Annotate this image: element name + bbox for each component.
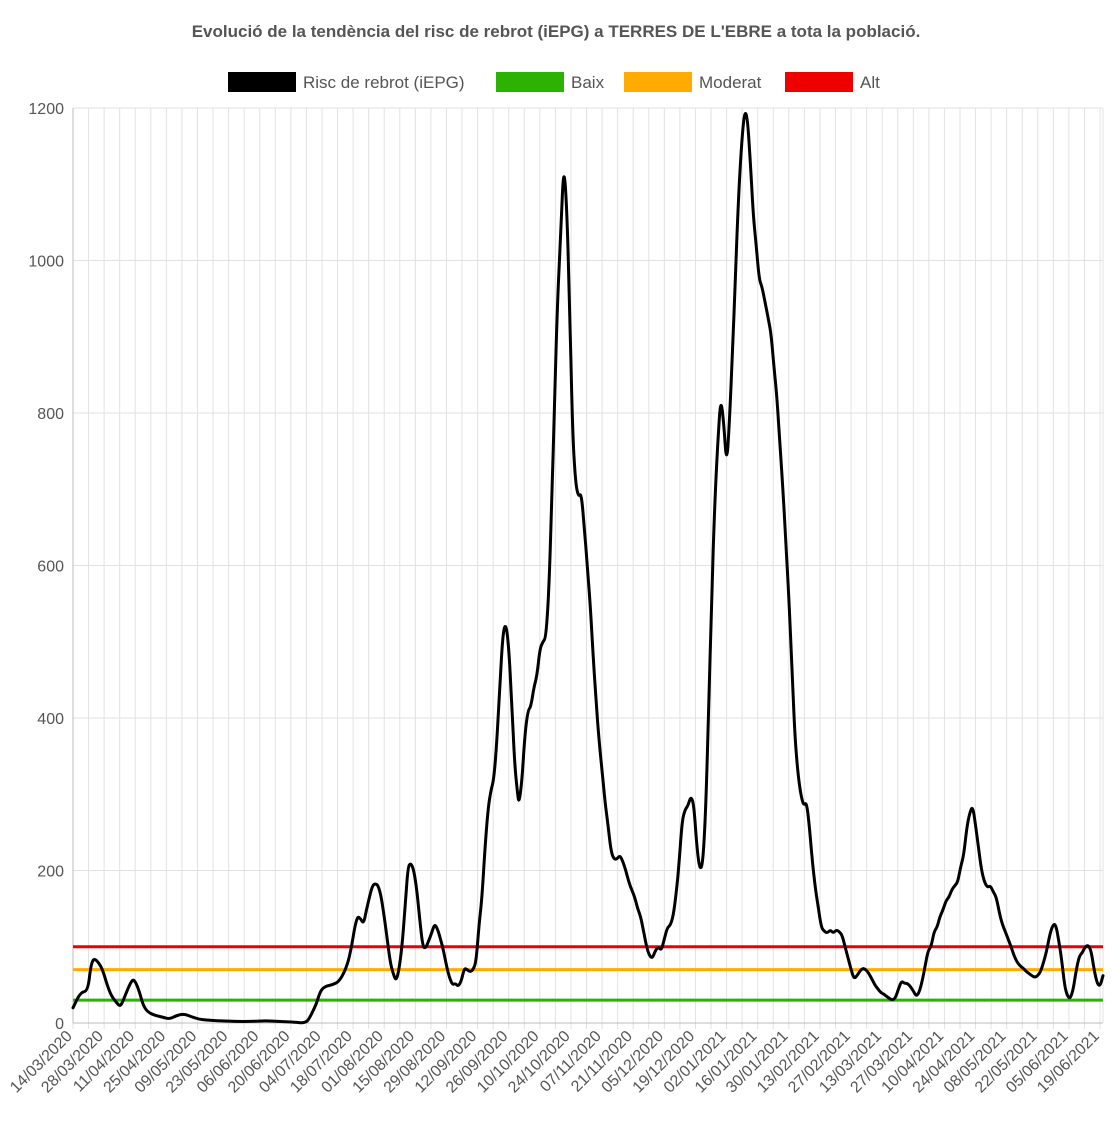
legend-item-risc[interactable]: Risc de rebrot (iEPG)	[228, 72, 465, 92]
y-tick-label: 200	[37, 864, 64, 881]
legend-swatch-baix	[496, 72, 564, 92]
legend-swatch-risc	[228, 72, 296, 92]
legend-item-baix[interactable]: Baix	[496, 72, 605, 92]
legend-label-alt: Alt	[860, 73, 880, 92]
legend-label-risc: Risc de rebrot (iEPG)	[303, 73, 465, 92]
x-axis-ticks: 14/03/202028/03/202011/04/202025/04/2020…	[7, 1028, 1103, 1097]
y-tick-label: 0	[55, 1016, 64, 1033]
legend[interactable]: Risc de rebrot (iEPG) Baix Moderat Alt	[228, 72, 880, 92]
y-tick-label: 1000	[28, 254, 64, 271]
y-tick-label: 400	[37, 711, 64, 728]
reference-lines	[73, 945, 1103, 1002]
legend-item-moderat[interactable]: Moderat	[624, 72, 762, 92]
legend-swatch-alt	[785, 72, 853, 92]
legend-item-alt[interactable]: Alt	[785, 72, 880, 92]
grid	[72, 107, 1104, 1029]
legend-label-baix: Baix	[571, 73, 605, 92]
chart-title: Evolució de la tendència del risc de reb…	[192, 22, 921, 41]
series-line-0[interactable]	[71, 112, 1105, 1025]
legend-label-moderat: Moderat	[699, 73, 762, 92]
y-tick-label: 800	[37, 406, 64, 423]
y-axis-ticks: 0 200 400 600 800 1000 1200	[28, 101, 64, 1033]
y-tick-label: 600	[37, 559, 64, 576]
legend-swatch-moderat	[624, 72, 692, 92]
series-layer	[71, 112, 1105, 1025]
y-tick-label: 1200	[28, 101, 64, 118]
